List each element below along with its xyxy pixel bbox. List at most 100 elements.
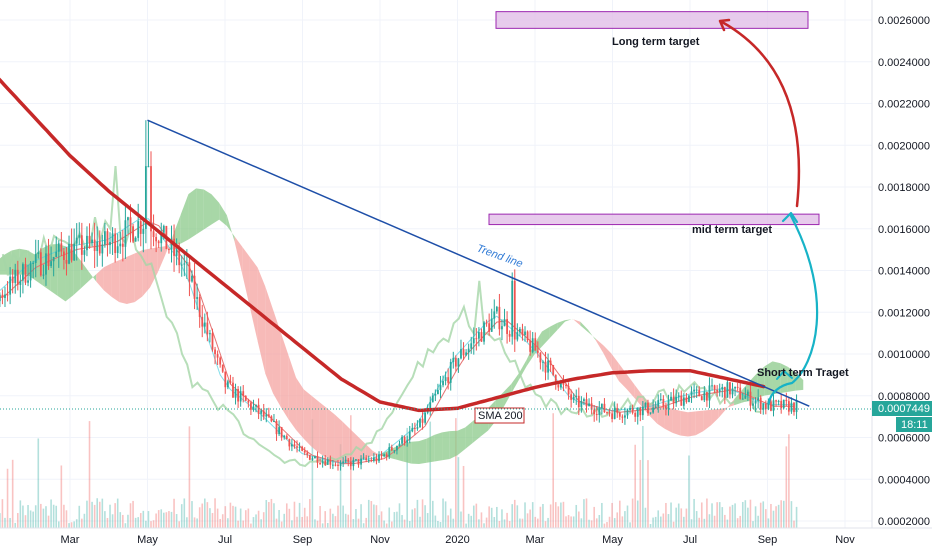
cloud-segment (457, 427, 466, 456)
long-term-arrow[interactable] (720, 20, 801, 208)
volume-bar (60, 465, 63, 528)
volume-bar (575, 504, 578, 528)
candle-body (229, 381, 232, 383)
candle-body (419, 418, 421, 428)
volume-bar (452, 518, 455, 528)
cloud-segment (549, 322, 558, 339)
target-arrows[interactable] (718, 18, 819, 405)
y-tick-label: 0.0012000 (878, 307, 930, 319)
candle-body (531, 338, 534, 352)
cloud-segment (288, 354, 297, 430)
volume-bar (706, 498, 708, 528)
lagging-span-line (1, 166, 762, 468)
candle-body (221, 364, 224, 372)
candle-body (654, 406, 657, 408)
candle-body (22, 264, 24, 281)
short-term-target-label: Short term Traget (757, 367, 849, 379)
volume-bar (542, 503, 544, 528)
cloud-segment (196, 188, 204, 235)
volume-bar (22, 505, 24, 528)
candle-body (431, 395, 434, 403)
volume-bar (744, 500, 747, 528)
candle-body (672, 396, 675, 404)
trend-line-group[interactable] (147, 119, 810, 407)
candle-body (421, 418, 424, 423)
volume-bar (403, 519, 406, 528)
volume-bar (683, 516, 685, 528)
candle-body (290, 444, 293, 447)
volume-bar (634, 444, 636, 528)
volume-bar (721, 507, 724, 528)
current-price-value: 0.0007449 (878, 403, 930, 415)
candle-body (544, 361, 547, 373)
mid-term-arrow[interactable] (767, 214, 819, 405)
volume-bar (334, 516, 337, 528)
volume-bar (460, 511, 462, 528)
x-tick-label: May (602, 534, 623, 546)
candle-body (183, 263, 186, 265)
cloud-segment (664, 406, 673, 433)
candle-body (426, 410, 429, 413)
volume-bar (424, 505, 426, 528)
volume-bar (375, 505, 378, 528)
candle-body (180, 264, 183, 266)
volume-bar (560, 502, 562, 528)
volume-bar (339, 444, 342, 528)
cloud-segment (257, 267, 266, 374)
volume-bar (680, 508, 683, 528)
volume-bar (288, 508, 291, 528)
volume-bar (342, 505, 344, 528)
sma-200-badge[interactable]: SMA 200 (474, 407, 525, 424)
candle-body (754, 400, 757, 404)
cloud-segment (326, 408, 335, 462)
volume-bar (726, 519, 729, 528)
trend-line[interactable] (147, 119, 810, 407)
candle-body (759, 397, 762, 410)
cloud-segment (272, 309, 281, 407)
candle-body (631, 407, 634, 413)
volume-bar (501, 509, 503, 528)
volume-bar (475, 503, 478, 528)
cloud-segment (319, 401, 327, 458)
candle-body (718, 389, 721, 392)
candle-body (659, 398, 662, 401)
volume-bar (273, 503, 275, 528)
volume-bar (4, 517, 6, 528)
candle-body (680, 395, 683, 406)
candle-body (355, 459, 357, 461)
volume-bar (232, 505, 234, 528)
volume-bar (544, 521, 547, 528)
volume-bar (122, 514, 124, 528)
current-price-tag: 0.0007449 (872, 401, 932, 416)
candle-body (288, 439, 291, 447)
volume-bar (557, 506, 560, 528)
volume-bar (380, 511, 383, 528)
volume-bar (608, 516, 611, 528)
candle-body (339, 462, 342, 466)
volume-bar (565, 516, 567, 528)
volume-bar (739, 515, 742, 528)
mid-term-target-zone[interactable] (488, 213, 820, 226)
sma-200-line (0, 77, 766, 413)
candle-body (675, 396, 678, 404)
volume-bar (63, 504, 65, 528)
volume-bar (465, 523, 467, 528)
candle-body (237, 389, 240, 402)
volume-bar (306, 516, 309, 528)
volume-bar (385, 523, 388, 528)
volume-bar (642, 425, 644, 528)
candle-body (150, 166, 152, 232)
volume-bar (198, 507, 201, 528)
volume-bar (603, 523, 606, 528)
cloud-segment (465, 421, 473, 450)
candle-body (321, 460, 324, 464)
volume-bar (157, 510, 160, 528)
target-zones[interactable] (488, 11, 820, 226)
volume-bar (462, 465, 465, 528)
volume-bar (529, 509, 531, 528)
candle-body (86, 235, 88, 251)
volume-bar (316, 520, 319, 528)
long-term-target-zone[interactable] (495, 11, 809, 29)
volume-bar (178, 521, 180, 528)
